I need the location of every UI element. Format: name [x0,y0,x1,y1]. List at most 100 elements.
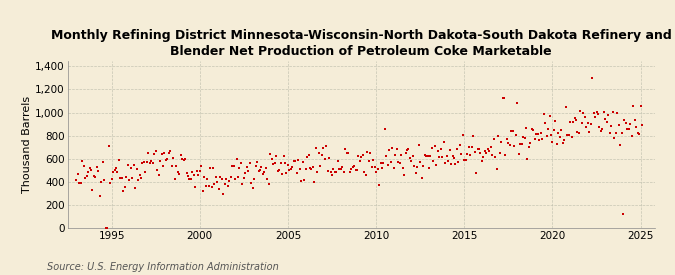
Point [231,157,242,162]
Point [309,179,320,184]
Point [271,154,281,158]
Point [559,138,570,142]
Point [275,161,286,165]
Point [159,150,170,155]
Point [484,149,495,153]
Point [213,187,224,191]
Point [212,180,223,184]
Point [460,158,471,163]
Point [510,132,521,137]
Point [468,133,479,138]
Point [115,175,126,180]
Point [118,189,129,194]
Point [534,138,545,143]
Point [187,170,198,174]
Point [488,137,499,142]
Point [292,171,302,175]
Point [240,170,250,175]
Point [176,152,186,157]
Point [119,184,130,189]
Point [152,168,163,172]
Point [172,170,183,174]
Point [286,167,296,171]
Point [583,120,593,125]
Point [443,159,454,164]
Point [437,155,448,160]
Point [393,160,404,164]
Point [544,114,555,118]
Point [481,151,491,155]
Point [397,165,408,170]
Point [419,152,430,157]
Point [92,164,103,169]
Point [261,166,271,170]
Point [585,122,596,126]
Point [252,160,263,165]
Point [186,177,196,181]
Point [497,95,508,100]
Point [221,177,232,181]
Point [584,130,595,134]
Point [312,170,323,174]
Point [277,172,288,177]
Point [86,167,97,172]
Point [162,156,173,161]
Point [569,115,580,120]
Point [622,127,633,131]
Point [579,115,590,120]
Point [324,156,335,161]
Point [146,159,157,164]
Point [563,133,574,137]
Point [384,148,395,152]
Point [236,161,246,165]
Point [321,144,331,148]
Point [111,166,122,170]
Point [171,164,182,168]
Point [520,126,531,130]
Point [288,158,299,163]
Point [408,154,418,158]
Point [346,167,356,171]
Point [299,177,310,182]
Point [105,181,115,185]
Point [352,167,362,172]
Point [538,112,549,116]
Point [593,112,603,117]
Point [478,155,489,159]
Point [597,127,608,131]
Point [537,137,547,142]
Point [568,119,578,124]
Point [581,125,592,130]
Point [113,158,124,163]
Point [269,161,280,165]
Point [572,130,583,135]
Point [328,166,339,171]
Point [458,133,468,137]
Point [620,121,631,125]
Point [495,140,506,144]
Point [613,123,624,128]
Point [522,157,533,161]
Point [310,145,321,150]
Point [283,163,294,167]
Point [353,154,364,158]
Point [493,134,504,138]
Point [369,165,380,170]
Point [76,181,86,186]
Point [377,166,387,170]
Point [117,176,128,181]
Point [606,124,617,128]
Point [396,153,406,158]
Point [415,160,426,164]
Point [615,143,626,148]
Point [469,150,480,154]
Point [454,143,465,148]
Point [322,169,333,173]
Point [333,158,344,163]
Point [556,128,567,132]
Point [163,151,174,155]
Point [610,131,621,135]
Point [127,175,138,180]
Point [441,153,452,158]
Point [543,126,554,131]
